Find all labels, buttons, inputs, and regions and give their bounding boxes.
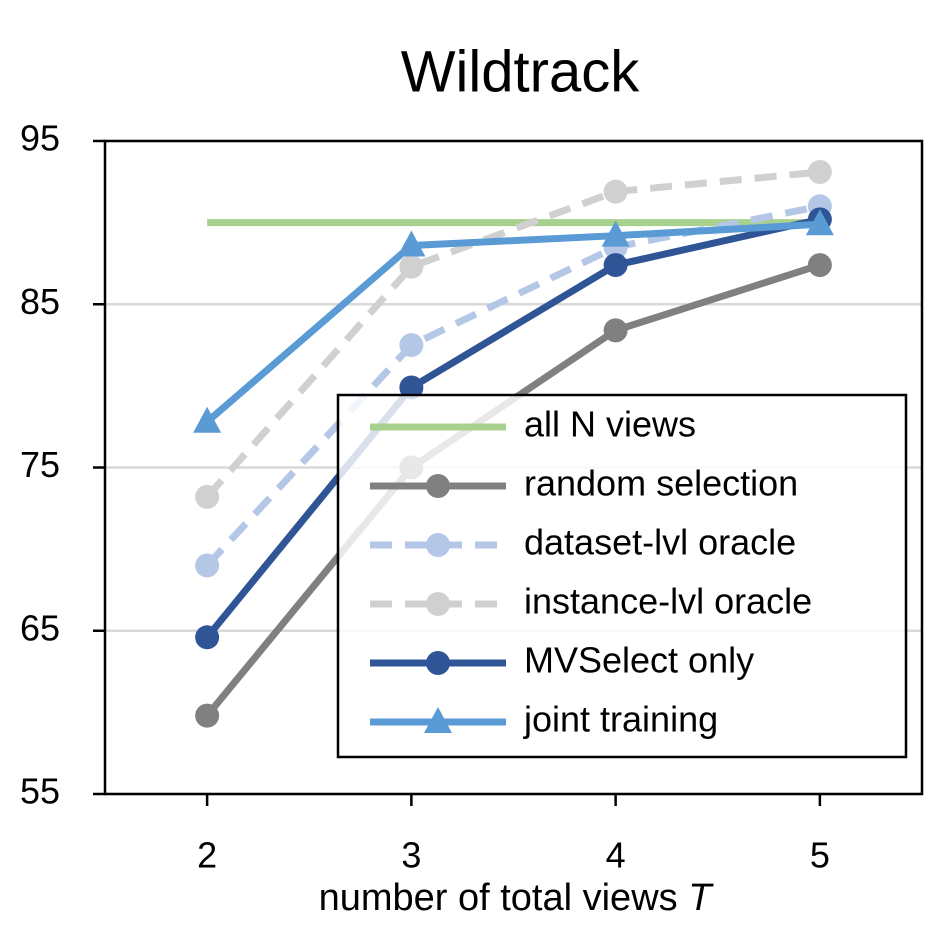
marker	[807, 253, 832, 278]
marker	[193, 406, 222, 433]
legend-label: instance-lvl oracle	[524, 581, 812, 622]
marker	[603, 318, 628, 343]
plot-frame	[103, 139, 924, 796]
x-tick-label: 5	[810, 835, 830, 876]
chart-title: Wildtrack	[401, 39, 640, 104]
marker	[426, 474, 450, 498]
y-tick-label: 65	[20, 607, 60, 648]
x-axis-label-text: number of total views	[319, 877, 678, 919]
marker	[399, 375, 424, 400]
marker	[805, 209, 834, 236]
marker	[399, 333, 424, 358]
marker	[397, 230, 426, 257]
marker	[603, 179, 628, 204]
marker	[195, 553, 220, 578]
marker	[195, 625, 220, 650]
series-line	[204, 215, 821, 640]
legend-label: dataset-lvl oracle	[524, 522, 796, 563]
series-line	[204, 220, 821, 425]
marker	[426, 533, 450, 557]
marker	[424, 707, 452, 733]
legend-label: joint training	[523, 699, 718, 740]
marker	[426, 592, 450, 616]
legend-label: MVSelect only	[524, 640, 754, 681]
x-tick-label: 4	[606, 835, 626, 876]
x-tick-label: 2	[197, 835, 217, 876]
y-tick-label: 55	[20, 771, 60, 812]
legend-label: all N views	[524, 404, 696, 445]
marker	[807, 160, 832, 185]
y-tick-label: 85	[20, 281, 60, 322]
x-tick-label: 3	[401, 835, 421, 876]
marker	[195, 484, 220, 509]
x-axis-label: number of total views T	[319, 877, 715, 919]
legend-label: random selection	[524, 463, 798, 504]
y-tick-label: 75	[20, 444, 60, 485]
series-line	[204, 168, 821, 500]
legend-box	[336, 393, 908, 759]
x-axis-label-var: T	[688, 877, 714, 919]
marker	[399, 254, 424, 279]
marker	[426, 651, 450, 675]
y-tick-label: 95	[20, 118, 60, 159]
marker	[603, 253, 628, 278]
marker	[195, 703, 220, 728]
legend: all N views random selection dataset-lvl o…	[336, 393, 908, 759]
marker	[601, 220, 630, 247]
